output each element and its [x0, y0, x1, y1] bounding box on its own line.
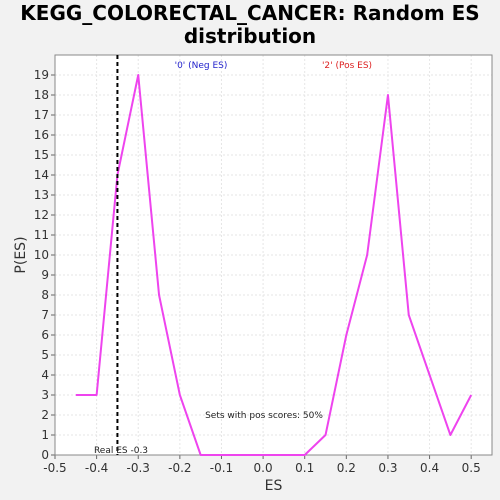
x-tick-label--0.3: -0.3 — [127, 461, 150, 475]
y-tick-label-16: 16 — [34, 128, 49, 142]
y-tick-label-10: 10 — [34, 248, 49, 262]
x-tick-label-0.2: 0.2 — [337, 461, 356, 475]
x-tick-label--0.2: -0.2 — [168, 461, 191, 475]
x-tick-label--0.1: -0.1 — [210, 461, 233, 475]
y-tick-label-0: 0 — [41, 448, 49, 462]
grid-lines — [55, 55, 492, 455]
neg-es-legend-label: '0' (Neg ES) — [175, 61, 228, 71]
y-tick-label-8: 8 — [41, 288, 49, 302]
y-tick-label-11: 11 — [34, 228, 49, 242]
x-tick-label-0.1: 0.1 — [295, 461, 314, 475]
series-group — [75, 74, 473, 456]
series-line-0 — [75, 74, 473, 456]
x-tick-label-0.5: 0.5 — [462, 461, 481, 475]
chart-title-line-1: KEGG_COLORECTAL_CANCER: Random ES — [20, 1, 480, 25]
pos-scores-annotation: Sets with pos scores: 50% — [205, 411, 323, 421]
x-axis-label: ES — [265, 478, 283, 494]
x-tick-label-0.0: 0.0 — [254, 461, 273, 475]
y-tick-label-13: 13 — [34, 188, 49, 202]
x-tick-label--0.5: -0.5 — [43, 461, 66, 475]
y-tick-label-4: 4 — [41, 368, 49, 382]
pos-es-legend-label: '2' (Pos ES) — [322, 61, 372, 71]
chart-title: KEGG_COLORECTAL_CANCER: Random ES distri… — [0, 2, 500, 48]
y-tick-label-7: 7 — [41, 308, 49, 322]
y-tick-label-14: 14 — [34, 168, 49, 182]
y-tick-label-6: 6 — [41, 328, 49, 342]
real-es-label: Real ES -0.3 — [94, 446, 148, 456]
y-tick-label-12: 12 — [34, 208, 49, 222]
y-tick-label-15: 15 — [34, 148, 49, 162]
x-axis-ticks: -0.5 -0.4 -0.3 -0.2 -0.1 0.0 0.1 0.2 0.3 0.4 0.5 — [43, 455, 481, 475]
y-tick-label-5: 5 — [41, 348, 49, 362]
y-tick-label-18: 18 — [34, 88, 49, 102]
y-axis-label: P(ES) — [13, 236, 29, 273]
chart-title-line-2: distribution — [183, 24, 317, 48]
y-tick-label-9: 9 — [41, 268, 49, 282]
y-tick-label-19: 19 — [34, 68, 49, 82]
y-tick-label-1: 1 — [41, 428, 49, 442]
y-tick-label-17: 17 — [34, 108, 49, 122]
x-tick-label--0.4: -0.4 — [85, 461, 108, 475]
y-tick-label-3: 3 — [41, 388, 49, 402]
x-tick-label-0.3: 0.3 — [378, 461, 397, 475]
x-tick-label-0.4: 0.4 — [420, 461, 439, 475]
y-tick-label-2: 2 — [41, 408, 49, 422]
